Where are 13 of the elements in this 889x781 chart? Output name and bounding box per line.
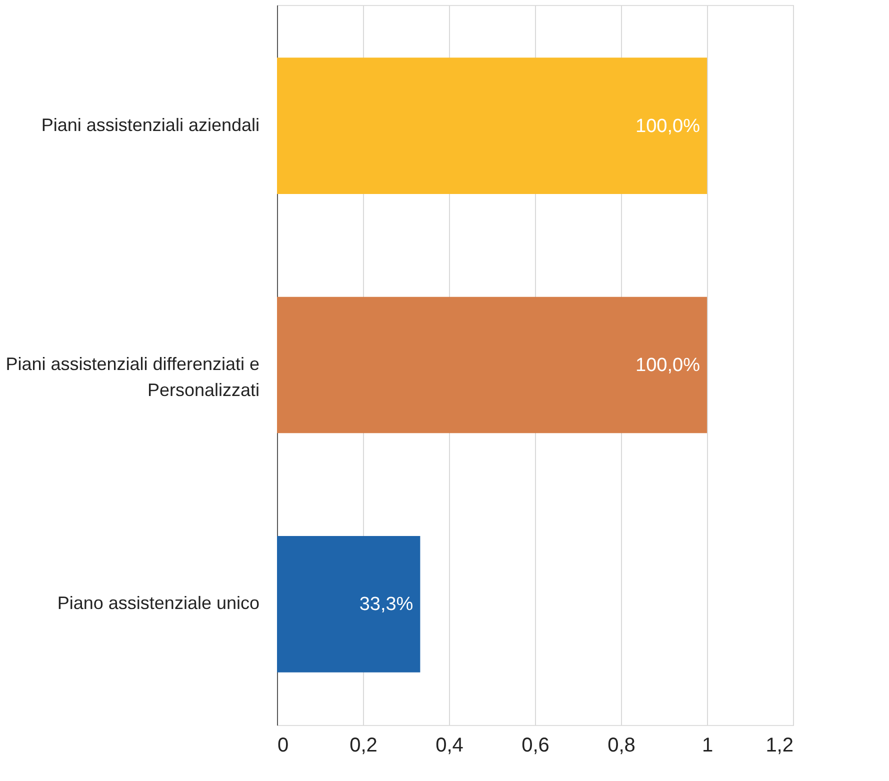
y-tick-label: Piano assistenziale unico	[57, 593, 260, 614]
x-tick-label: 0,4	[436, 734, 464, 756]
x-tick-label: 1,2	[766, 734, 794, 756]
data-label: 100,0%	[636, 116, 700, 137]
x-tick-label: 0,6	[522, 734, 550, 756]
x-tick-label: 0	[278, 734, 289, 756]
y-tick-label: Piani assistenziali aziendali	[41, 114, 260, 135]
x-tick-label: 1	[702, 734, 714, 756]
x-tick-label: 0,2	[350, 734, 378, 756]
data-label: 100,0%	[636, 355, 700, 376]
x-tick-label: 0,8	[608, 734, 636, 756]
data-label: 33,3%	[359, 594, 414, 616]
y-tick-label: Piani assistenziali differenziati e Personalizzati	[6, 354, 260, 400]
